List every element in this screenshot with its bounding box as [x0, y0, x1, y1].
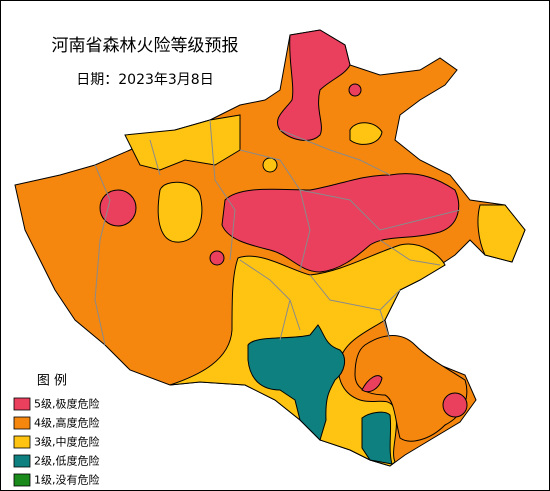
- legend-swatch: [13, 397, 31, 411]
- legend-swatch: [13, 454, 31, 468]
- zone-4: [354, 335, 468, 442]
- zone-3: [157, 181, 203, 243]
- county-boundaries: [94, 119, 461, 346]
- zone-5: [221, 173, 460, 273]
- legend-swatch: [13, 435, 31, 449]
- legend-swatch: [13, 473, 31, 487]
- zone-3: [262, 157, 278, 173]
- zone-5: [361, 375, 383, 393]
- map-title: 河南省森林火险等级预报: [52, 36, 239, 56]
- legend-swatch: [13, 416, 31, 430]
- map: [14, 29, 526, 467]
- zone-2: [361, 411, 393, 465]
- zone-5: [99, 189, 137, 227]
- legend-label: 4级,高度危险: [34, 416, 100, 430]
- legend-label: 3级,中度危险: [34, 435, 100, 449]
- zone-3: [124, 114, 241, 171]
- zone-5: [348, 83, 362, 97]
- legend: 图 例 5级,极度危险 4级,高度危险 3级,中度危险 2级,低度危险 1级,没有危险: [13, 374, 100, 487]
- zone-3: [477, 204, 526, 263]
- legend-title: 图 例: [37, 374, 67, 389]
- zone-2: [247, 324, 346, 441]
- zone-5: [442, 392, 468, 418]
- legend-label: 2级,低度危险: [34, 454, 100, 468]
- zone-5: [209, 250, 225, 266]
- map-date: 日期：2023年3月8日: [76, 72, 213, 88]
- zone-3: [349, 122, 383, 145]
- legend-label: 5级,极度危险: [34, 397, 100, 411]
- legend-label: 1级,没有危险: [34, 473, 100, 487]
